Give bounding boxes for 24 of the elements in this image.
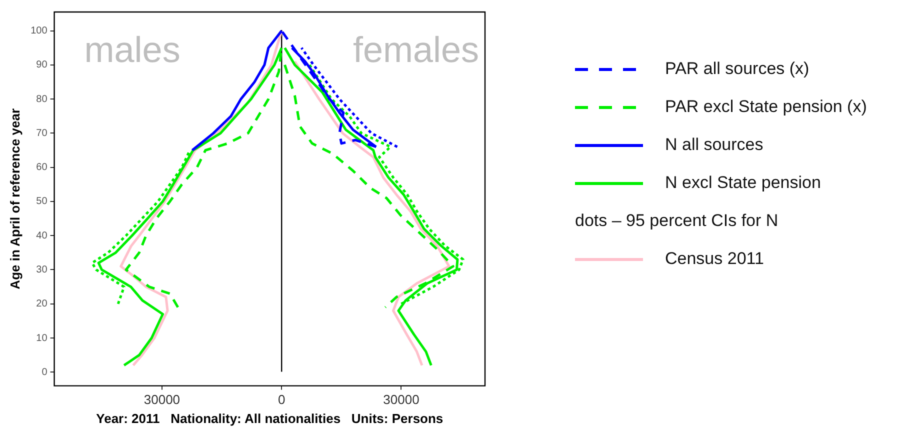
legend-label: N all sources (665, 135, 764, 155)
y-tick-label: 80 (36, 94, 48, 105)
text: dots – 95 percent CIs for N (575, 210, 780, 232)
y-tick-label: 70 (36, 128, 48, 139)
y-tick-label: 60 (36, 162, 48, 174)
y-tick-label: 0 (42, 366, 48, 378)
y-tick-label: 50 (36, 196, 48, 208)
y-tick-label: 40 (36, 230, 48, 242)
x-tick-label: 30000 (144, 392, 180, 408)
y-tick-label: 30 (36, 264, 48, 276)
y-tick-label: 10 (36, 332, 48, 344)
y-tick-label: 20 (36, 298, 48, 310)
legend-label: PAR excl State pension (x) (665, 97, 867, 117)
legend-label: Census 2011 (665, 249, 764, 269)
y-axis-title: Age in April of reference year (7, 108, 22, 290)
annotation: males (84, 28, 180, 70)
y-tick-label: 100 (30, 26, 48, 37)
y-tick-label: 90 (36, 60, 48, 71)
x-tick-label: 0 (278, 392, 286, 408)
legend-label: N excl State pension (665, 173, 821, 193)
legend-label: PAR all sources (x) (665, 59, 810, 79)
x-axis-title: Year: 2011 Nationality: All nationalities Units: Persons (96, 410, 444, 426)
annotation: females (352, 28, 479, 70)
x-tick-label: 30000 (383, 392, 420, 408)
